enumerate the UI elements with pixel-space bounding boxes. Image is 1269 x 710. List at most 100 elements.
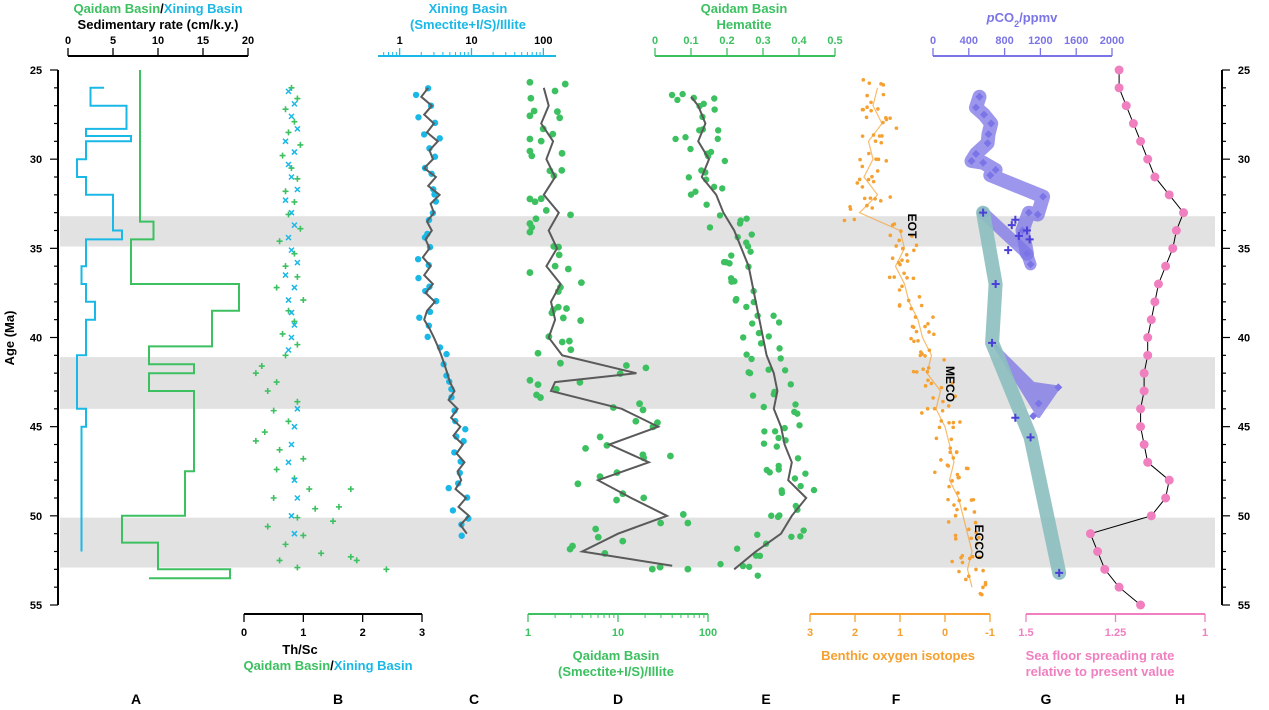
panel-f-point-1-2 bbox=[869, 100, 873, 105]
panel-f-point-27-4 bbox=[981, 568, 985, 573]
panel-e-point-11-3 bbox=[731, 278, 738, 285]
panel-e-point-27-1 bbox=[717, 560, 724, 568]
panel-a-axis-tick-label-4: 20 bbox=[242, 35, 254, 47]
panel-b-point-qaidam-31 bbox=[261, 429, 268, 436]
panel-b-point-xining-11 bbox=[291, 222, 298, 229]
panel-d-point-11-1 bbox=[577, 279, 585, 287]
panel-g-diamond-14 bbox=[1018, 226, 1027, 235]
panel-b-point-xining-9 bbox=[282, 197, 289, 204]
panel-letter-c: C bbox=[469, 691, 479, 707]
panel-d-point-17-0 bbox=[576, 378, 584, 386]
panel-f-point-26-0 bbox=[974, 541, 979, 546]
panel-b-point-qaidam-10 bbox=[291, 198, 298, 205]
age-tick-label-0-25: 25 bbox=[30, 65, 42, 77]
panel-e-point-15-1 bbox=[748, 355, 755, 363]
panel-b-point-xining-8 bbox=[294, 186, 301, 193]
panel-f-point-5-5 bbox=[866, 177, 871, 182]
panel-b-point-qaidam-17 bbox=[273, 284, 280, 291]
panel-d-point-15-1 bbox=[557, 359, 564, 367]
panel-f-point-22-3 bbox=[933, 470, 937, 475]
panel-letter-e: E bbox=[761, 691, 770, 707]
panel-d-point-3-0 bbox=[549, 130, 557, 138]
panel-a-axis-tick-label-1: 5 bbox=[110, 35, 116, 47]
panel-g-plus-5 bbox=[1025, 235, 1034, 244]
panel-d-point-1-0 bbox=[553, 108, 561, 115]
panel-e-point-8-3 bbox=[736, 220, 744, 227]
panel-h-point-17 bbox=[1139, 368, 1149, 378]
panel-h-point-18 bbox=[1139, 386, 1149, 396]
panel-f-point-14-0 bbox=[909, 336, 913, 341]
panel-b-point-qaidam-6 bbox=[279, 152, 286, 159]
age-tick-label-1-55: 55 bbox=[1238, 600, 1250, 612]
panel-a-axis-label: Sedimentary rate (cm/k.y.) bbox=[78, 17, 239, 32]
panel-a-title-part-2: Xining Basin bbox=[164, 1, 243, 16]
panel-h-axis-tick-label-0: 1.5 bbox=[1018, 627, 1033, 639]
panel-e-point-22-2 bbox=[766, 469, 773, 476]
panel-f-point-14-5 bbox=[914, 329, 919, 334]
panel-f-axis-tick-label-2: 1 bbox=[897, 627, 903, 639]
panel-f-point-9-3 bbox=[904, 252, 909, 257]
panel-f-point-0-5 bbox=[867, 81, 872, 85]
panel-b-point-qaidam-20 bbox=[291, 318, 298, 325]
panel-f-point-11-4 bbox=[905, 276, 909, 280]
panel-b-point-xining-22 bbox=[294, 405, 301, 412]
panel-g-axis-tick-label-5: 2000 bbox=[1100, 35, 1124, 47]
panel-e-axis-tick-label-0: 0 bbox=[652, 35, 658, 47]
panel-g-plus-1 bbox=[1011, 215, 1020, 224]
panel-f-point-5-2 bbox=[857, 177, 862, 182]
panel-f-point-3-5 bbox=[879, 140, 884, 145]
panel-f-point-22-4 bbox=[950, 479, 954, 483]
panel-b-point-xining-10 bbox=[288, 209, 295, 216]
age-tick-label-1-30: 30 bbox=[1238, 154, 1250, 166]
panel-h-point-28 bbox=[1100, 564, 1110, 574]
panel-e-point-25-3 bbox=[797, 533, 804, 540]
panel-e-point-26-1 bbox=[733, 545, 741, 552]
panel-d-point-22-2 bbox=[639, 451, 647, 459]
panel-f-point-5-0 bbox=[870, 174, 874, 179]
panel-c-title-line2: (Smectite+I/S)/Illite bbox=[410, 17, 526, 32]
panel-e-point-4-0 bbox=[721, 157, 729, 165]
panel-b-point-qaidam-48 bbox=[347, 486, 354, 493]
panel-d-axis-tick-label-1: 10 bbox=[612, 627, 624, 639]
panel-e-point-22-0 bbox=[791, 475, 799, 482]
panel-e-axis-tick-label-4: 0.4 bbox=[791, 35, 807, 47]
panel-b-point-xining-12 bbox=[285, 234, 292, 241]
panel-e-axis-tick-label-1: 0.1 bbox=[683, 35, 698, 47]
panel-h-point-19 bbox=[1136, 404, 1146, 414]
panel-d-point-0-0 bbox=[561, 80, 569, 88]
panel-e-point-8-2 bbox=[706, 224, 714, 231]
panel-d-point-21-2 bbox=[603, 441, 611, 449]
panel-d-point-2-2 bbox=[556, 114, 564, 122]
panel-f-point-16-5 bbox=[926, 378, 930, 383]
panel-e-point-13-0 bbox=[775, 319, 783, 326]
panel-g-diamond-10 bbox=[986, 171, 995, 180]
panel-f-line bbox=[858, 87, 973, 588]
panel-f-point-4-5 bbox=[858, 157, 862, 162]
panel-d-point-13-1 bbox=[577, 317, 585, 324]
panel-b-point-qaidam-41 bbox=[264, 523, 271, 530]
panel-b-point-qaidam-30 bbox=[285, 418, 292, 425]
panel-d-point-10-1 bbox=[551, 262, 559, 270]
panel-h-point-3 bbox=[1128, 119, 1138, 128]
panel-e-point-17-3 bbox=[787, 381, 794, 388]
panel-e-point-13-1 bbox=[749, 320, 756, 327]
panel-d-point-21-0 bbox=[596, 433, 604, 441]
panel-f-point-7-3 bbox=[852, 217, 857, 222]
panel-d-point-6-0 bbox=[526, 195, 534, 203]
panel-g-diamond-15 bbox=[1022, 249, 1031, 258]
panel-g-purple-band-upper bbox=[964, 89, 1051, 261]
panel-d-point-0-1 bbox=[526, 78, 534, 86]
panel-d-point-22-0 bbox=[667, 452, 674, 460]
panel-f-point-18-0 bbox=[920, 411, 924, 415]
panel-g-diamond-11 bbox=[1039, 192, 1048, 201]
panel-c-point-28 bbox=[424, 333, 431, 341]
panel-c-point-21 bbox=[415, 274, 422, 282]
panel-e-point-24-3 bbox=[768, 512, 775, 519]
shaded-interval-eot bbox=[60, 216, 1215, 247]
panel-e-point-7-0 bbox=[716, 212, 724, 219]
panel-h-point-25 bbox=[1146, 511, 1156, 521]
panel-f-point-5-3 bbox=[871, 179, 876, 184]
panel-b-point-qaidam-52 bbox=[353, 557, 360, 564]
panel-e-point-1-0 bbox=[711, 106, 718, 113]
panel-b-point-qaidam-34 bbox=[300, 455, 307, 462]
